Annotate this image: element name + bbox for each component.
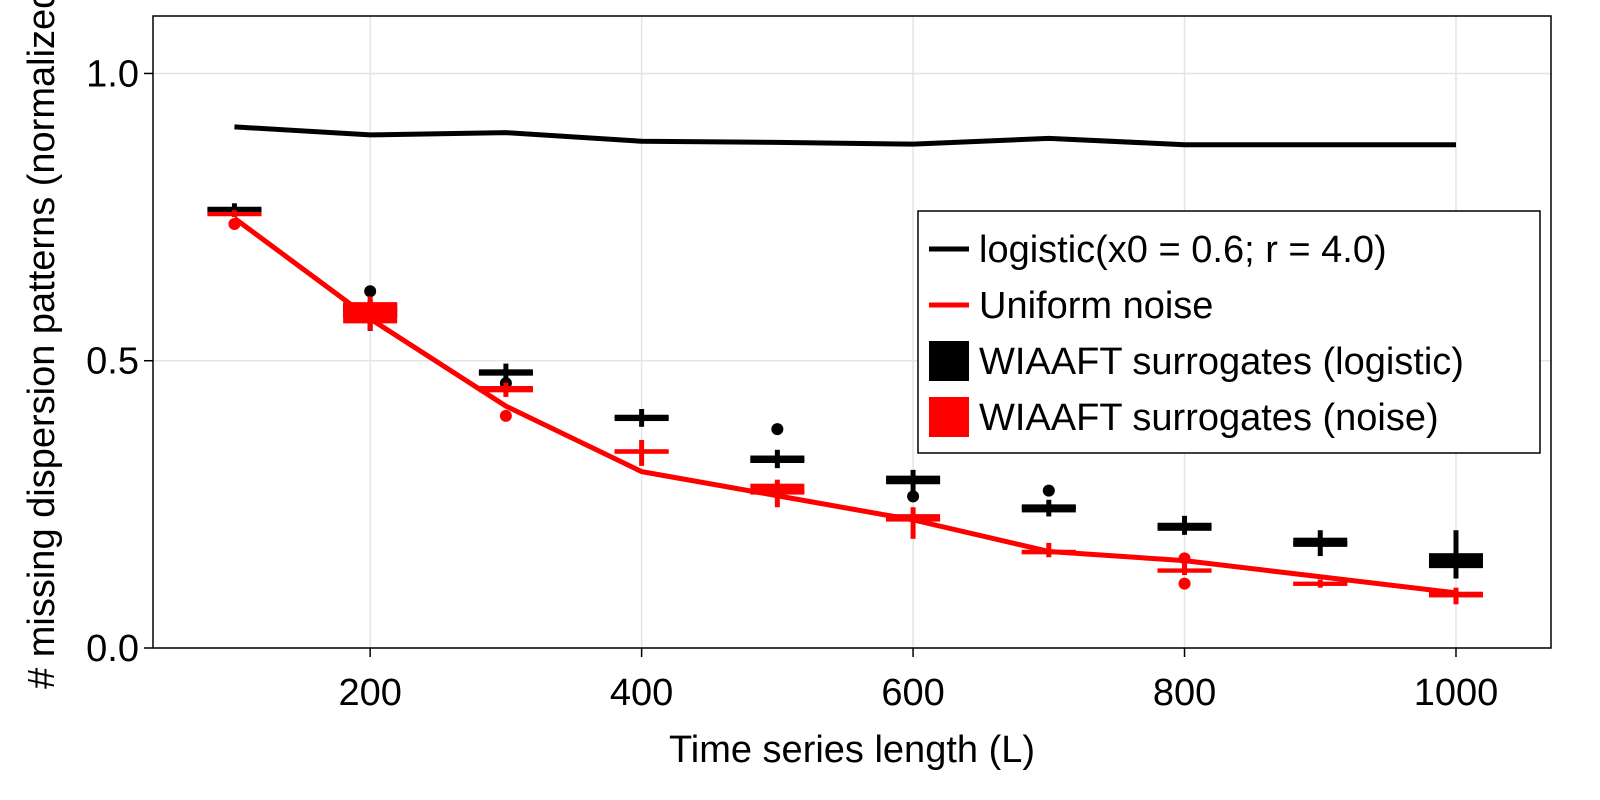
box-outlier-point bbox=[1178, 577, 1191, 590]
legend-swatch-box bbox=[929, 397, 969, 437]
plot-frame bbox=[152, 15, 1552, 649]
x-axis-label: Time series length (L) bbox=[669, 729, 1035, 771]
x-tick-label: 400 bbox=[610, 672, 673, 714]
box-outlier-point bbox=[907, 490, 920, 503]
x-axis: 200 400 600 800 1000 bbox=[338, 648, 1498, 714]
y-tick-label: 0.0 bbox=[86, 628, 139, 670]
y-axis: 0.0 0.5 1.0 bbox=[86, 53, 153, 670]
box-body bbox=[750, 483, 805, 495]
box-outlier-point bbox=[771, 423, 784, 436]
legend-label: Uniform noise bbox=[979, 285, 1213, 327]
legend: logistic(x0 = 0.6; r = 4.0) Uniform noise… bbox=[917, 210, 1541, 454]
box-outlier-point bbox=[499, 409, 512, 422]
x-tick-label: 800 bbox=[1153, 672, 1216, 714]
boxplots bbox=[207, 203, 1483, 605]
legend-label: WIAAFT surrogates (noise) bbox=[979, 397, 1439, 439]
legend-swatch-box bbox=[929, 341, 969, 381]
x-tick-label: 1000 bbox=[1414, 672, 1499, 714]
y-axis-label: # missing dispersion patterns (normalize… bbox=[21, 0, 63, 689]
x-tick-label: 200 bbox=[338, 672, 401, 714]
legend-label: WIAAFT surrogates (logistic) bbox=[979, 341, 1464, 383]
box-outlier-point bbox=[364, 285, 377, 298]
series-line bbox=[234, 124, 1456, 148]
y-tick-label: 0.5 bbox=[86, 341, 139, 383]
y-tick-label: 1.0 bbox=[86, 53, 139, 95]
series-line bbox=[232, 216, 1457, 596]
legend-label: logistic(x0 = 0.6; r = 4.0) bbox=[979, 229, 1387, 271]
series-lines bbox=[232, 124, 1457, 596]
legend-box bbox=[917, 210, 1541, 454]
x-tick-label: 600 bbox=[881, 672, 944, 714]
box-outlier-point bbox=[1042, 484, 1055, 497]
